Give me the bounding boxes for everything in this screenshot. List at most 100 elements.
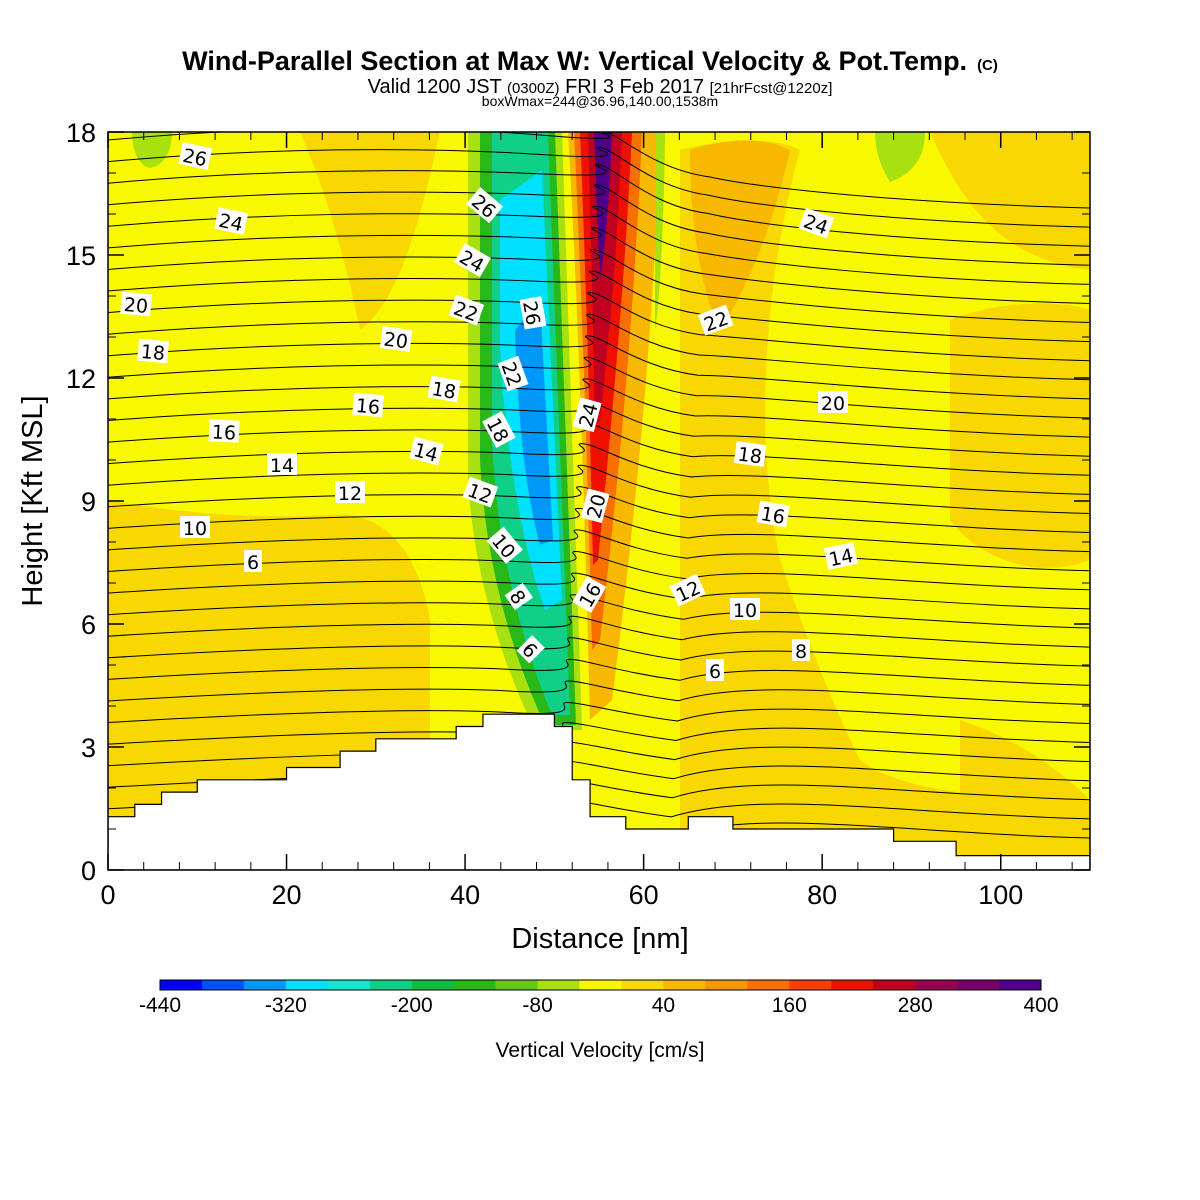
contour-label: 8 bbox=[792, 639, 810, 663]
contour-label: 18 bbox=[137, 338, 169, 365]
contour-label-text: 26 bbox=[181, 145, 209, 172]
updraft-core bbox=[594, 132, 612, 280]
contour-label-text: 20 bbox=[382, 328, 409, 353]
contour-label: 14 bbox=[823, 542, 858, 572]
contour-label-text: 14 bbox=[270, 455, 294, 477]
contour-label: 14 bbox=[267, 453, 297, 477]
colorbar-tick-label: 400 bbox=[1023, 994, 1058, 1017]
contour-label-box bbox=[120, 291, 152, 317]
colorbar-swatch bbox=[201, 980, 245, 990]
contour-label-box bbox=[486, 526, 523, 564]
contour-label-box bbox=[669, 573, 706, 607]
contour-label: 12 bbox=[335, 481, 365, 505]
colorbar-tick-label: -200 bbox=[391, 994, 433, 1017]
colorbar-swatch bbox=[705, 980, 748, 990]
contour-label-text: 10 bbox=[733, 600, 757, 622]
contour-label-text: 14 bbox=[827, 545, 855, 572]
y-tick-label: 6 bbox=[81, 610, 96, 640]
colorbar-tick-label: 280 bbox=[898, 994, 933, 1017]
contour-label: 16 bbox=[756, 500, 790, 529]
contour-label-text: 16 bbox=[759, 503, 787, 529]
contour-label-box bbox=[823, 542, 858, 570]
contour-label-text: 18 bbox=[430, 378, 458, 404]
contour-label-box bbox=[180, 516, 210, 538]
contour-label-box bbox=[730, 598, 760, 620]
contour-label-box bbox=[137, 338, 169, 364]
terrain bbox=[108, 713, 1090, 870]
x-tick-label: 40 bbox=[450, 880, 480, 910]
contour-label: 20 bbox=[818, 391, 848, 415]
colorbar-swatch bbox=[831, 980, 874, 990]
contour-label-box bbox=[335, 481, 365, 503]
colorbar-tick-label: -320 bbox=[265, 994, 307, 1017]
colorbar-swatch bbox=[453, 980, 497, 990]
field-zone-warm-right-mid bbox=[950, 303, 1090, 568]
theta-contour-line bbox=[108, 378, 1090, 438]
x-axis-ticks: 0 20 40 60 80 100 bbox=[100, 132, 1073, 910]
contour-label-box bbox=[379, 326, 413, 352]
theta-contour-line bbox=[108, 146, 1090, 228]
contour-label-text: 6 bbox=[247, 552, 259, 574]
contour-label-text: 6 bbox=[709, 661, 721, 683]
colorbar: -440 -320 -200 -80 40 160 280 400 bbox=[139, 979, 1059, 1017]
contour-label: 8 bbox=[504, 582, 533, 611]
colorbar-tick-label: -80 bbox=[522, 994, 552, 1017]
y-tick-label: 3 bbox=[81, 733, 96, 763]
contour-label-box bbox=[706, 659, 724, 681]
theta-contour-line bbox=[108, 721, 1090, 745]
colorbar-frame bbox=[159, 979, 1042, 991]
downdraft-core bbox=[515, 300, 553, 545]
contour-label-box bbox=[462, 476, 499, 508]
chart-title: Wind-Parallel Section at Max W: Vertical… bbox=[182, 46, 998, 76]
contour-label: 10 bbox=[730, 598, 760, 622]
field-zone-warm-right bbox=[680, 140, 1000, 870]
colorbar-tick-label: 40 bbox=[652, 994, 675, 1017]
y-tick-label: 9 bbox=[81, 487, 96, 517]
contour-label-text: 16 bbox=[355, 395, 381, 419]
theta-contour-line bbox=[108, 615, 1090, 648]
x-tick-label: 80 bbox=[807, 880, 837, 910]
theta-contour-line bbox=[108, 637, 1090, 667]
contour-label: 14 bbox=[408, 436, 444, 467]
theta-contour-line bbox=[108, 356, 1090, 419]
contour-label: 20 bbox=[120, 291, 152, 318]
colorbar-swatch bbox=[537, 980, 581, 990]
x-tick-label: 100 bbox=[978, 880, 1023, 910]
theta-contour-line bbox=[108, 270, 1090, 343]
theta-contour-line bbox=[108, 292, 1090, 362]
contour-label: 22 bbox=[448, 294, 485, 326]
colorbar-swatch bbox=[495, 980, 539, 990]
contour-label-box bbox=[244, 550, 262, 572]
contour-label-box bbox=[572, 397, 602, 433]
contour-label: 26 bbox=[178, 142, 213, 172]
theta-contour-line bbox=[108, 443, 1090, 495]
contour-label-box bbox=[427, 375, 461, 403]
theta-contour-line bbox=[108, 313, 1090, 381]
contour-label-box bbox=[756, 500, 790, 528]
contour-label: 18 bbox=[427, 375, 461, 404]
field-patch-green-right bbox=[875, 132, 925, 182]
theta-contour-line bbox=[108, 701, 1090, 724]
y-axis-ticks: 0 3 6 9 12 15 18 bbox=[66, 118, 1090, 886]
colorbar-label: Vertical Velocity [cm/s] bbox=[496, 1039, 705, 1062]
contour-label-text: 18 bbox=[140, 341, 166, 365]
colorbar-swatch bbox=[999, 980, 1042, 990]
colorbar-swatch bbox=[621, 980, 664, 990]
contour-label: 6 bbox=[706, 659, 724, 683]
theta-contour-line bbox=[108, 658, 1090, 686]
contour-label-text: 10 bbox=[183, 518, 207, 540]
contour-label: 26 bbox=[518, 296, 547, 330]
field-zone-warm-right-top bbox=[930, 132, 1090, 270]
theta-contour-line bbox=[108, 248, 1090, 323]
colorbar-swatch bbox=[747, 980, 790, 990]
theta-contour-line bbox=[108, 184, 1090, 266]
colorbar-swatch bbox=[327, 980, 371, 990]
contour-label-box bbox=[697, 304, 734, 336]
contour-label: 20 bbox=[379, 326, 413, 354]
contour-label-box bbox=[504, 582, 533, 611]
theta-contour-line bbox=[108, 227, 1090, 304]
updraft-band-crimson bbox=[588, 132, 622, 425]
y-tick-label: 18 bbox=[66, 118, 96, 148]
contour-label-box bbox=[516, 635, 545, 664]
